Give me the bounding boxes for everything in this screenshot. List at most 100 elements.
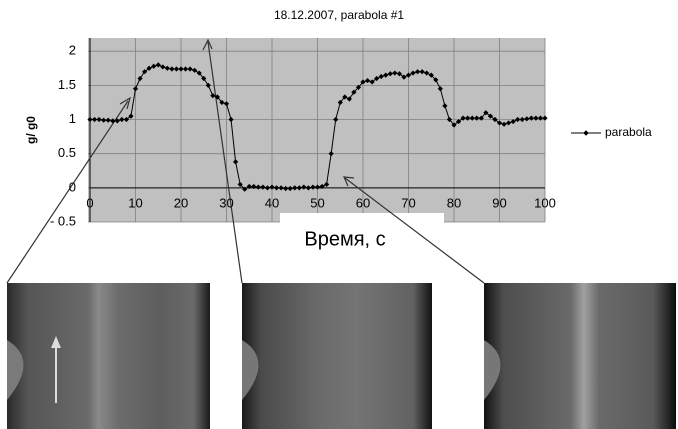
data-point	[324, 181, 330, 188]
data-point	[205, 82, 211, 88]
data-point	[492, 116, 498, 123]
data-point	[506, 120, 512, 126]
data-point	[515, 116, 521, 123]
data-point	[424, 70, 430, 76]
data-point	[269, 184, 275, 190]
data-point	[278, 185, 284, 191]
data-point	[346, 96, 352, 102]
data-point	[101, 117, 107, 123]
data-point	[255, 184, 261, 190]
data-point	[242, 186, 248, 192]
x-tick-label: 100	[534, 195, 556, 210]
data-point	[396, 71, 402, 77]
legend: parabola	[571, 125, 652, 139]
x-tick-label: 50	[310, 195, 324, 210]
data-point	[142, 69, 148, 75]
data-point	[487, 113, 493, 119]
data-point	[337, 99, 343, 106]
data-point	[519, 116, 525, 123]
data-point	[155, 62, 161, 68]
data-point	[351, 89, 357, 95]
data-point	[169, 66, 175, 72]
data-point	[219, 99, 225, 106]
data-point	[469, 115, 475, 121]
data-point	[387, 71, 393, 77]
data-point	[214, 94, 220, 100]
y-tick-label: 1.5	[58, 77, 76, 92]
data-point	[110, 118, 116, 124]
data-point	[114, 118, 120, 124]
data-point	[465, 115, 471, 121]
x-axis-label: Время, с	[304, 228, 385, 250]
data-point	[123, 116, 129, 123]
photo-detail	[7, 340, 24, 400]
data-point	[442, 103, 448, 109]
data-point	[128, 113, 134, 119]
data-point	[305, 185, 311, 191]
data-point	[419, 69, 425, 75]
y-tick-label: 2	[69, 43, 76, 58]
data-point	[260, 184, 266, 190]
data-point	[146, 65, 152, 71]
data-point	[415, 69, 421, 75]
data-point	[369, 79, 375, 85]
data-point	[537, 115, 544, 121]
data-point	[446, 116, 453, 123]
x-tick-label: 60	[356, 195, 370, 210]
data-point	[524, 116, 530, 122]
data-point	[410, 70, 416, 76]
data-point	[210, 93, 216, 99]
data-point	[223, 101, 230, 107]
data-point	[451, 122, 457, 128]
chart-title: 18.12.2007, parabola #1	[274, 8, 404, 22]
data-point	[301, 184, 307, 190]
data-point	[374, 75, 380, 82]
data-point	[137, 75, 143, 82]
data-point	[246, 183, 252, 190]
data-point	[478, 115, 484, 121]
photo	[7, 283, 210, 429]
data-point	[173, 66, 180, 72]
data-point	[355, 84, 362, 91]
data-point	[364, 77, 371, 84]
legend-label: parabola	[605, 125, 652, 139]
data-point	[392, 70, 398, 76]
data-point	[187, 66, 193, 72]
pointer-arrows	[6, 38, 485, 284]
data-point	[314, 184, 321, 190]
plot-area	[88, 38, 545, 222]
data-point	[264, 185, 271, 191]
data-point	[528, 115, 534, 121]
data-point	[533, 115, 539, 121]
photo	[242, 283, 432, 429]
x-label-box	[280, 213, 444, 247]
data-point	[164, 65, 170, 71]
data-point	[474, 115, 480, 121]
data-point	[178, 66, 184, 72]
data-point	[196, 70, 202, 76]
data-point	[496, 120, 503, 126]
data-point	[433, 77, 439, 83]
data-point	[251, 183, 257, 190]
y-tick-label: - 0.5	[50, 213, 76, 228]
x-tick-label: 10	[128, 195, 142, 210]
data-point	[192, 67, 198, 73]
data-point	[296, 185, 302, 191]
data-point	[182, 66, 189, 72]
x-tick-label: 30	[219, 195, 233, 210]
x-tick-label: 90	[492, 195, 506, 210]
data-point	[328, 151, 334, 157]
y-axis-label: g/ g0	[24, 116, 38, 144]
data-point	[383, 72, 389, 78]
data-point	[360, 79, 366, 85]
photo-arrow-head	[51, 336, 61, 348]
data-point	[542, 115, 548, 121]
data-point	[119, 116, 125, 123]
photo-detail	[242, 340, 259, 400]
data-point	[483, 110, 489, 116]
data-point	[201, 75, 207, 82]
data-point	[342, 94, 348, 100]
x-tick-label: 80	[447, 195, 461, 210]
data-point	[378, 73, 384, 80]
data-point	[151, 63, 157, 69]
